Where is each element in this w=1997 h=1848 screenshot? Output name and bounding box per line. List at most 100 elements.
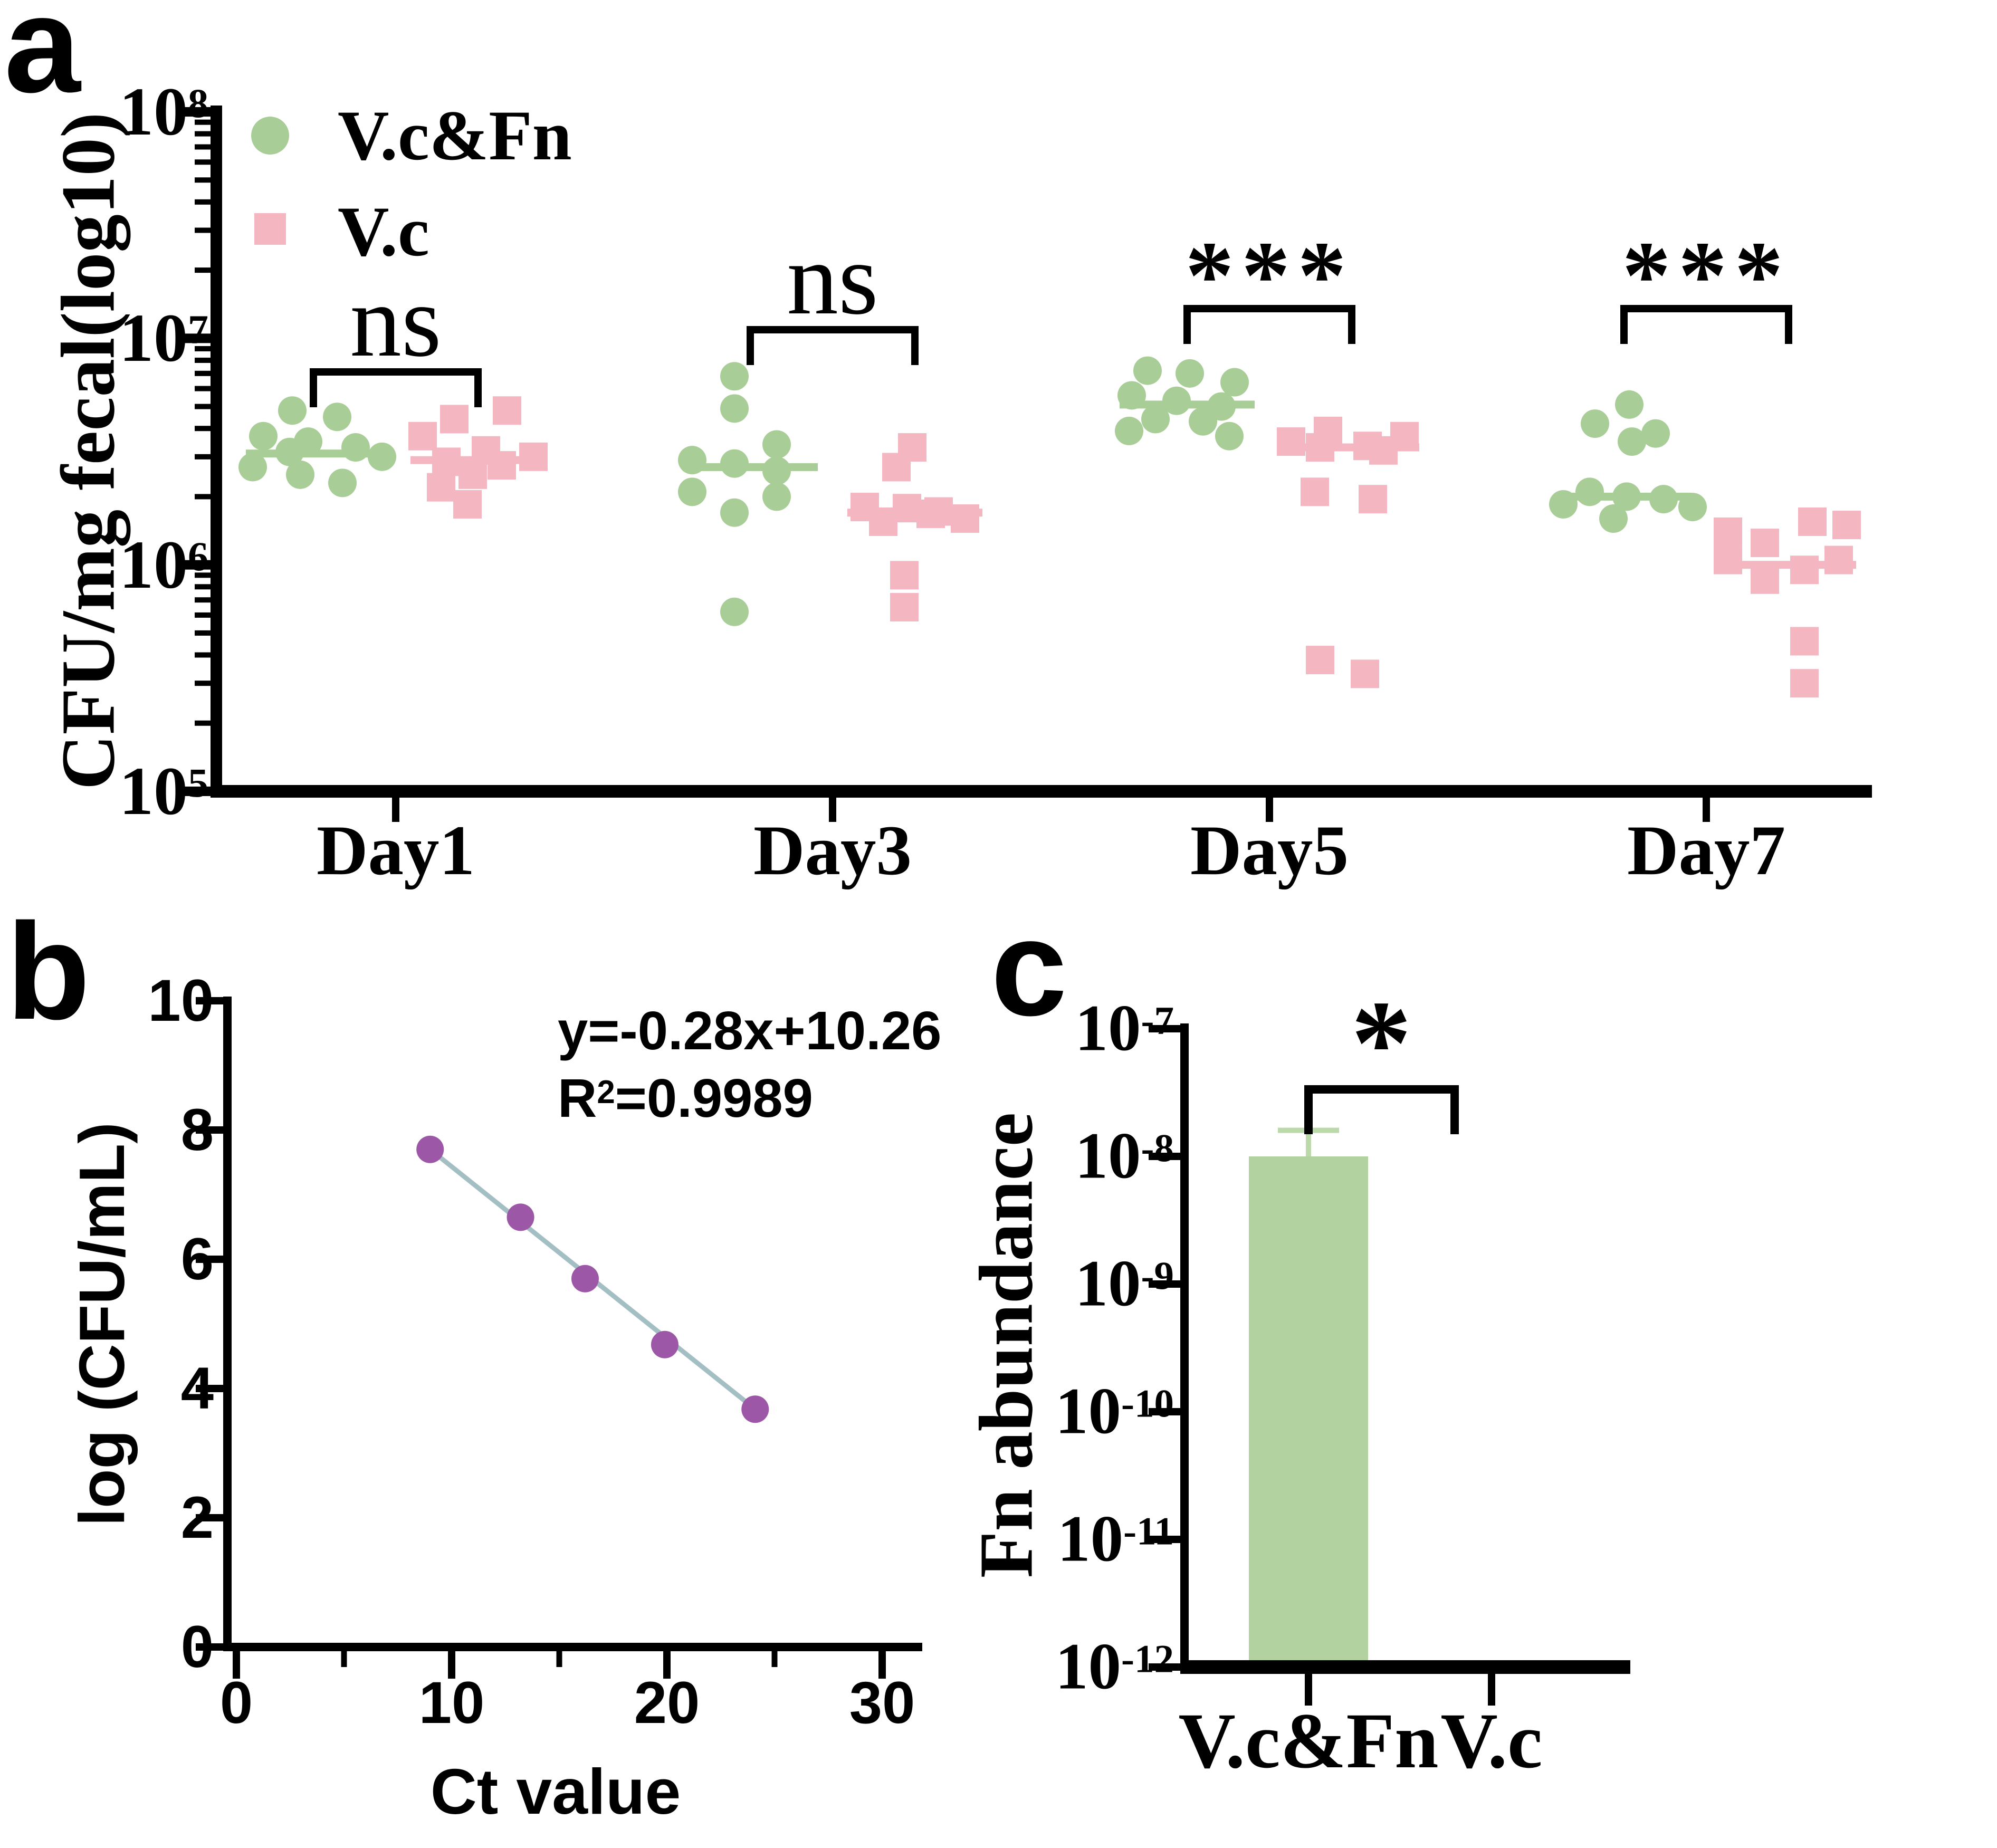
panel-a-minor-tick	[195, 584, 211, 590]
data-point-square	[890, 561, 919, 590]
panel-c-y-tick-1e-10: 10-10	[973, 1378, 1174, 1445]
tick-base: 10	[119, 74, 188, 150]
tick-base: 10	[1075, 992, 1141, 1065]
data-point-circle	[678, 477, 706, 506]
data-point-square	[1359, 485, 1387, 514]
panel-c-category-tick	[1305, 1674, 1312, 1706]
data-point-square	[1790, 556, 1819, 585]
tick-base: 10	[119, 753, 188, 829]
data-point-square	[1714, 517, 1742, 546]
data-point-b	[741, 1395, 769, 1423]
panel-b-y-tick	[196, 1256, 223, 1263]
regression-equation: y=-0.28x+10.26	[558, 1000, 942, 1061]
median-line	[1556, 492, 1692, 501]
tick-base: 10	[1075, 1119, 1141, 1193]
data-point-circle	[1599, 504, 1628, 533]
panel-a-minor-tick	[195, 386, 211, 391]
data-point-b	[416, 1135, 444, 1163]
data-point-square	[1351, 659, 1379, 688]
panel-a-y-axis-label: CFU/mg fecal(log10)	[46, 112, 131, 790]
data-point-circle	[1215, 422, 1244, 451]
error-bar-stem	[1306, 1130, 1311, 1156]
panel-b-x-axis	[223, 1643, 922, 1651]
panel-a-minor-tick	[195, 494, 211, 500]
data-point-circle	[278, 396, 307, 425]
panel-c-y-tick	[1149, 1408, 1180, 1415]
panel-b-y-tick-6: 6	[180, 1226, 214, 1292]
tick-exp: 6	[188, 533, 208, 580]
data-point-circle	[1115, 416, 1143, 445]
data-point-square	[1306, 646, 1334, 675]
data-point-square	[440, 405, 469, 434]
legend-square-icon	[254, 213, 286, 245]
panel-a-y-tick-label-1e6: 106	[0, 531, 208, 599]
data-point-b	[571, 1265, 599, 1292]
panel-c-y-axis	[1180, 1023, 1189, 1674]
data-point-square	[882, 453, 911, 482]
tick-base: 10	[1057, 1502, 1124, 1576]
panel-a-major-tick	[178, 107, 211, 117]
legend-label-vcfn: V.c&Fn	[338, 97, 572, 175]
panel-a-minor-tick	[195, 720, 211, 726]
significance-bracket	[310, 368, 482, 407]
panel-a-minor-tick	[195, 404, 211, 409]
panel-a-minor-tick	[195, 681, 211, 686]
panel-a-letter: a	[4, 0, 81, 121]
panel-a-y-tick-label-1e7: 107	[0, 304, 208, 372]
panel-b-y-tick	[196, 997, 223, 1004]
panel-a-minor-tick	[195, 652, 211, 658]
panel-c-y-tick	[1149, 1536, 1180, 1543]
panel-c-y-tick	[1149, 1280, 1180, 1288]
panel-a-minor-tick	[195, 426, 211, 432]
data-point-circle	[1220, 368, 1249, 397]
panel-b-x-tick-10: 10	[418, 1670, 485, 1736]
data-point-circle	[1141, 405, 1170, 434]
panel-c-category-vcfn: V.c&Fn	[1178, 1697, 1439, 1785]
significance-label-day1: ns	[350, 264, 442, 378]
data-point-circle	[1581, 409, 1609, 438]
data-point-circle	[762, 430, 791, 459]
significance-bracket	[1620, 305, 1792, 344]
data-point-square	[1751, 529, 1779, 558]
data-point-circle	[1189, 407, 1217, 436]
median-line	[410, 456, 546, 464]
median-line	[1721, 561, 1856, 569]
panel-a-minor-tick	[195, 572, 211, 578]
median-line	[683, 463, 818, 471]
significance-bracket	[747, 326, 919, 365]
data-point-square	[951, 504, 979, 533]
panel-c-y-tick-1e-9: 10-9	[973, 1251, 1174, 1317]
panel-a-minor-tick	[195, 370, 211, 376]
panel-b-y-tick	[196, 1385, 223, 1392]
median-line	[246, 449, 381, 458]
panel-a-minor-tick	[195, 177, 211, 183]
panel-a-minor-tick	[195, 131, 211, 137]
data-point-square	[453, 490, 482, 519]
panel-c-y-tick	[1149, 1025, 1180, 1032]
panel-b-y-tick-4: 4	[180, 1355, 214, 1421]
data-point-circle	[720, 597, 749, 626]
panel-a-y-tick-label-1e5: 105	[0, 757, 208, 826]
x-category-label-day1: Day1	[317, 811, 475, 890]
tick-exp: -7	[1141, 999, 1174, 1042]
panel-a-day-tick	[1266, 798, 1273, 822]
panel-b-x-tick	[233, 1651, 240, 1679]
panel-a-major-tick	[178, 787, 211, 796]
data-point-square	[1790, 627, 1819, 656]
data-point-square	[493, 396, 521, 425]
r2-prefix: R	[558, 1068, 597, 1128]
panel-c-y-tick-1e-7: 10-7	[973, 995, 1174, 1062]
panel-b-x-minor-tick	[556, 1651, 562, 1667]
data-point-circle	[720, 498, 749, 527]
tick-exp: -10	[1121, 1382, 1174, 1425]
panel-b-y-tick-2: 2	[180, 1485, 214, 1550]
data-point-square	[1790, 669, 1819, 698]
data-point-circle	[1133, 356, 1162, 385]
data-point-circle	[323, 403, 351, 432]
data-point-b	[507, 1203, 534, 1231]
data-point-circle	[762, 482, 791, 511]
data-point-circle	[249, 422, 278, 451]
data-point-circle	[1176, 359, 1204, 388]
panel-b-y-axis	[223, 997, 232, 1651]
